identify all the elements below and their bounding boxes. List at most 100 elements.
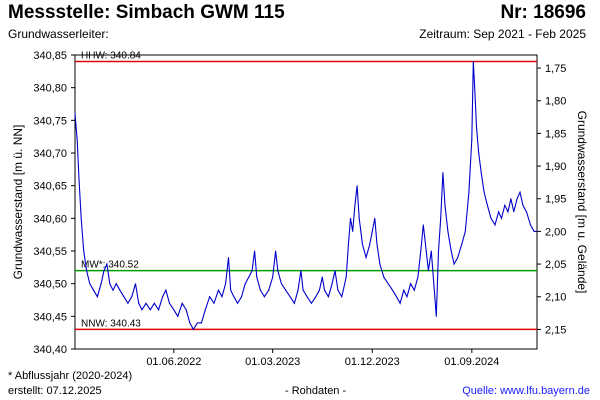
data-point xyxy=(392,289,393,291)
data-point xyxy=(331,283,333,285)
data-point xyxy=(356,185,358,187)
data-point xyxy=(244,283,246,285)
data-point xyxy=(379,263,381,265)
data-point xyxy=(100,283,102,285)
data-point xyxy=(78,178,80,180)
data-point xyxy=(494,224,496,226)
data-point xyxy=(192,328,194,330)
data-point xyxy=(131,296,133,298)
data-point xyxy=(476,126,477,128)
data-point xyxy=(504,204,506,206)
data-point xyxy=(337,289,339,291)
data-point xyxy=(464,230,466,232)
data-point xyxy=(177,315,179,317)
data-point xyxy=(259,289,261,291)
data-point xyxy=(80,217,82,219)
data-point xyxy=(204,309,206,311)
data-point xyxy=(138,302,140,304)
y-axis-right-label: Grundwasserstand [m u. Gelände] xyxy=(575,111,589,294)
data-point xyxy=(471,139,473,141)
data-point xyxy=(272,276,274,278)
data-point xyxy=(403,289,405,291)
data-point xyxy=(74,113,76,115)
data-point xyxy=(478,152,480,154)
data-point xyxy=(369,244,371,245)
data-point xyxy=(406,296,408,298)
data-point xyxy=(149,309,151,311)
data-point xyxy=(275,250,277,252)
y-right-tick-label: 2,10 xyxy=(545,292,566,304)
data-point xyxy=(387,283,389,285)
data-point xyxy=(209,296,211,298)
data-point xyxy=(86,270,88,272)
y-left-tick-label: 340,70 xyxy=(33,148,67,160)
y-left-tick-label: 340,65 xyxy=(33,181,67,193)
y-right-tick-label: 1,80 xyxy=(545,96,566,108)
data-point xyxy=(417,276,419,278)
source-link[interactable]: Quelle: www.lfu.bayern.de xyxy=(462,385,590,397)
data-point xyxy=(410,283,412,285)
data-point xyxy=(237,302,239,304)
data-point xyxy=(413,289,415,291)
data-point xyxy=(106,263,108,265)
y-left-tick-label: 340,80 xyxy=(33,83,67,95)
data-point xyxy=(293,302,295,304)
data-point xyxy=(103,270,105,272)
data-point xyxy=(442,172,444,174)
data-point xyxy=(318,289,320,291)
data-point xyxy=(341,296,343,298)
y-left-tick-label: 340,85 xyxy=(33,50,67,62)
data-point xyxy=(472,61,474,62)
data-point xyxy=(358,217,360,219)
data-point xyxy=(302,289,304,291)
data-point xyxy=(352,230,354,232)
data-point xyxy=(433,283,435,285)
data-point xyxy=(289,296,291,298)
data-point xyxy=(530,224,531,226)
y-right-tick-label: 1,95 xyxy=(545,194,566,206)
data-point xyxy=(334,270,336,272)
data-point xyxy=(365,257,367,258)
x-tick-label: 01.03.2023 xyxy=(245,356,300,368)
y-axis-left-label: Grundwasserstand [m ü. NN] xyxy=(11,125,25,280)
data-point xyxy=(217,289,219,291)
data-point xyxy=(507,211,509,213)
data-point xyxy=(181,302,183,304)
data-point xyxy=(225,283,227,285)
data-point xyxy=(189,322,191,324)
data-point xyxy=(162,296,164,298)
data-point xyxy=(447,230,449,232)
data-point xyxy=(383,276,385,278)
data-point xyxy=(513,211,515,213)
data-point xyxy=(141,309,143,311)
data-point xyxy=(396,296,397,298)
data-point xyxy=(268,289,270,291)
data-point xyxy=(362,244,363,245)
data-point xyxy=(498,211,500,213)
period-label: Zeitraum: Sep 2021 - Feb 2025 xyxy=(419,27,586,41)
y-left-tick-label: 340,40 xyxy=(33,344,67,356)
data-point xyxy=(297,289,299,291)
data-point xyxy=(112,289,114,291)
data-point xyxy=(371,230,373,232)
data-point xyxy=(438,250,439,252)
data-point xyxy=(457,257,459,258)
data-point xyxy=(430,250,432,252)
reference-line-label: NNW: 340.43 xyxy=(81,318,141,329)
data-point xyxy=(533,230,535,232)
data-point xyxy=(376,244,378,245)
data-point xyxy=(522,204,524,206)
data-point xyxy=(468,191,470,193)
data-point xyxy=(145,302,147,304)
data-point xyxy=(135,283,136,285)
data-point xyxy=(83,250,85,252)
data-point xyxy=(169,302,170,304)
data-point xyxy=(263,296,265,298)
data-point xyxy=(280,283,282,285)
data-point xyxy=(310,302,312,304)
data-point xyxy=(315,296,317,298)
data-point xyxy=(173,309,175,311)
data-point xyxy=(89,283,91,285)
y-right-tick-label: 1,85 xyxy=(545,128,566,140)
data-point xyxy=(196,322,198,324)
